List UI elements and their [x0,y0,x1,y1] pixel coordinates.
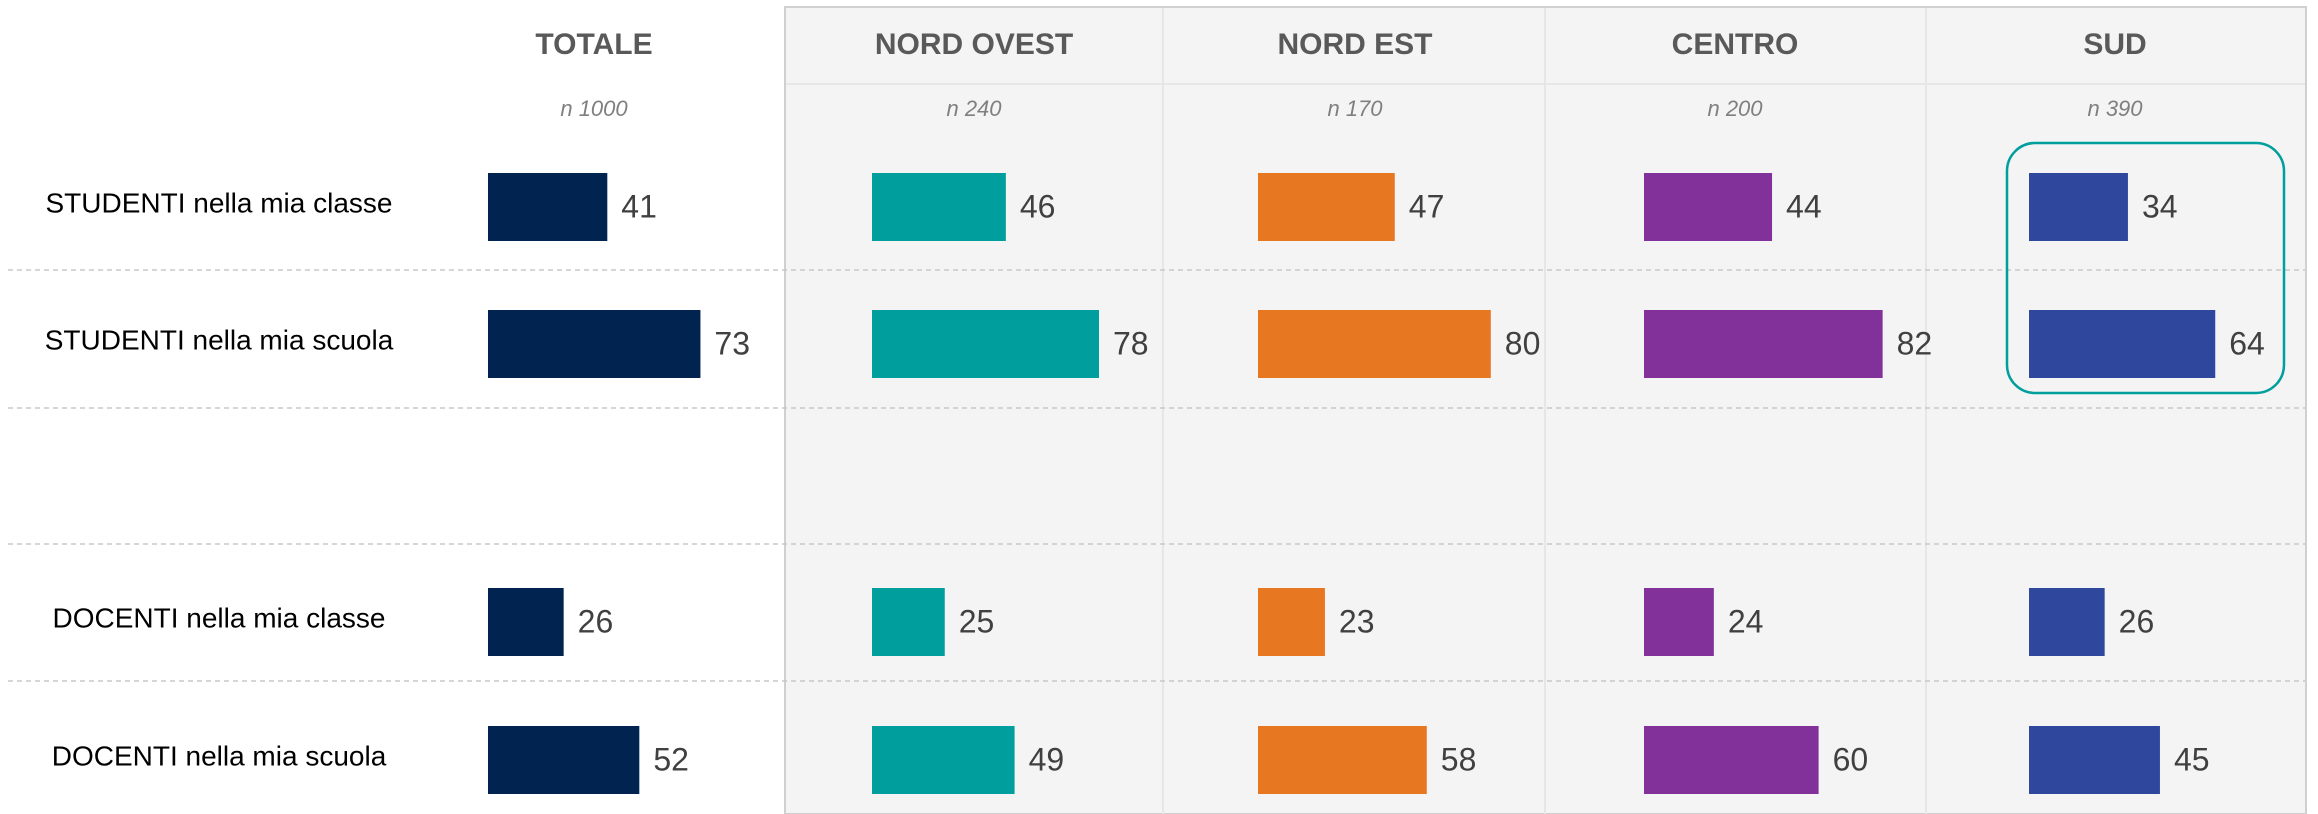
bar [488,173,608,241]
dividers [786,8,2305,814]
value-label: 47 [1409,188,1445,224]
value-label: 80 [1505,325,1541,361]
row-label: DOCENTI nella mia scuola [52,740,387,771]
bar [488,588,564,656]
sample-size: n 1000 [560,96,628,121]
sample-size: n 240 [946,96,1002,121]
bar [1644,588,1714,656]
value-label: 78 [1113,325,1149,361]
bar [488,310,701,378]
bar [872,173,1006,241]
bar [872,726,1015,794]
value-label: 58 [1441,741,1477,777]
bar [1644,726,1819,794]
row-label: DOCENTI nella mia classe [53,602,386,633]
column-header: NORD OVEST [875,28,1073,61]
bar [1258,726,1427,794]
bar [1258,588,1325,656]
row-separators [8,269,2305,682]
value-label: 34 [2142,188,2178,224]
value-label: 52 [653,741,689,777]
value-label: 26 [578,603,614,639]
bar [1258,310,1491,378]
bar [2029,726,2160,794]
column-header: TOTALE [535,28,652,61]
value-label: 46 [1020,188,1056,224]
value-label: 64 [2229,325,2265,361]
value-label: 45 [2174,741,2210,777]
value-label: 49 [1029,741,1065,777]
bar [2029,588,2105,656]
sample-size: n 390 [2087,96,2143,121]
bar [2029,173,2128,241]
value-label: 41 [621,188,657,224]
sample-size: n 170 [1327,96,1383,121]
value-label: 25 [959,603,995,639]
sample-size: n 200 [1707,96,1763,121]
value-label: 44 [1786,188,1822,224]
value-label: 82 [1897,325,1933,361]
bar [1258,173,1395,241]
bar [2029,310,2216,378]
bar [1644,310,1883,378]
value-label: 73 [714,325,750,361]
row-label: STUDENTI nella mia scuola [45,324,394,355]
value-label: 23 [1339,603,1375,639]
bar [872,588,945,656]
value-label: 60 [1833,741,1869,777]
column-header: SUD [2083,28,2146,61]
value-label: 26 [2119,603,2155,639]
column-header: CENTRO [1672,28,1799,61]
value-label: 24 [1728,603,1764,639]
highlight-box [2005,141,2286,395]
bar [488,726,640,794]
bar [872,310,1099,378]
column-header: NORD EST [1277,28,1432,61]
row-label: STUDENTI nella mia classe [46,187,393,218]
bar [1644,173,1773,241]
